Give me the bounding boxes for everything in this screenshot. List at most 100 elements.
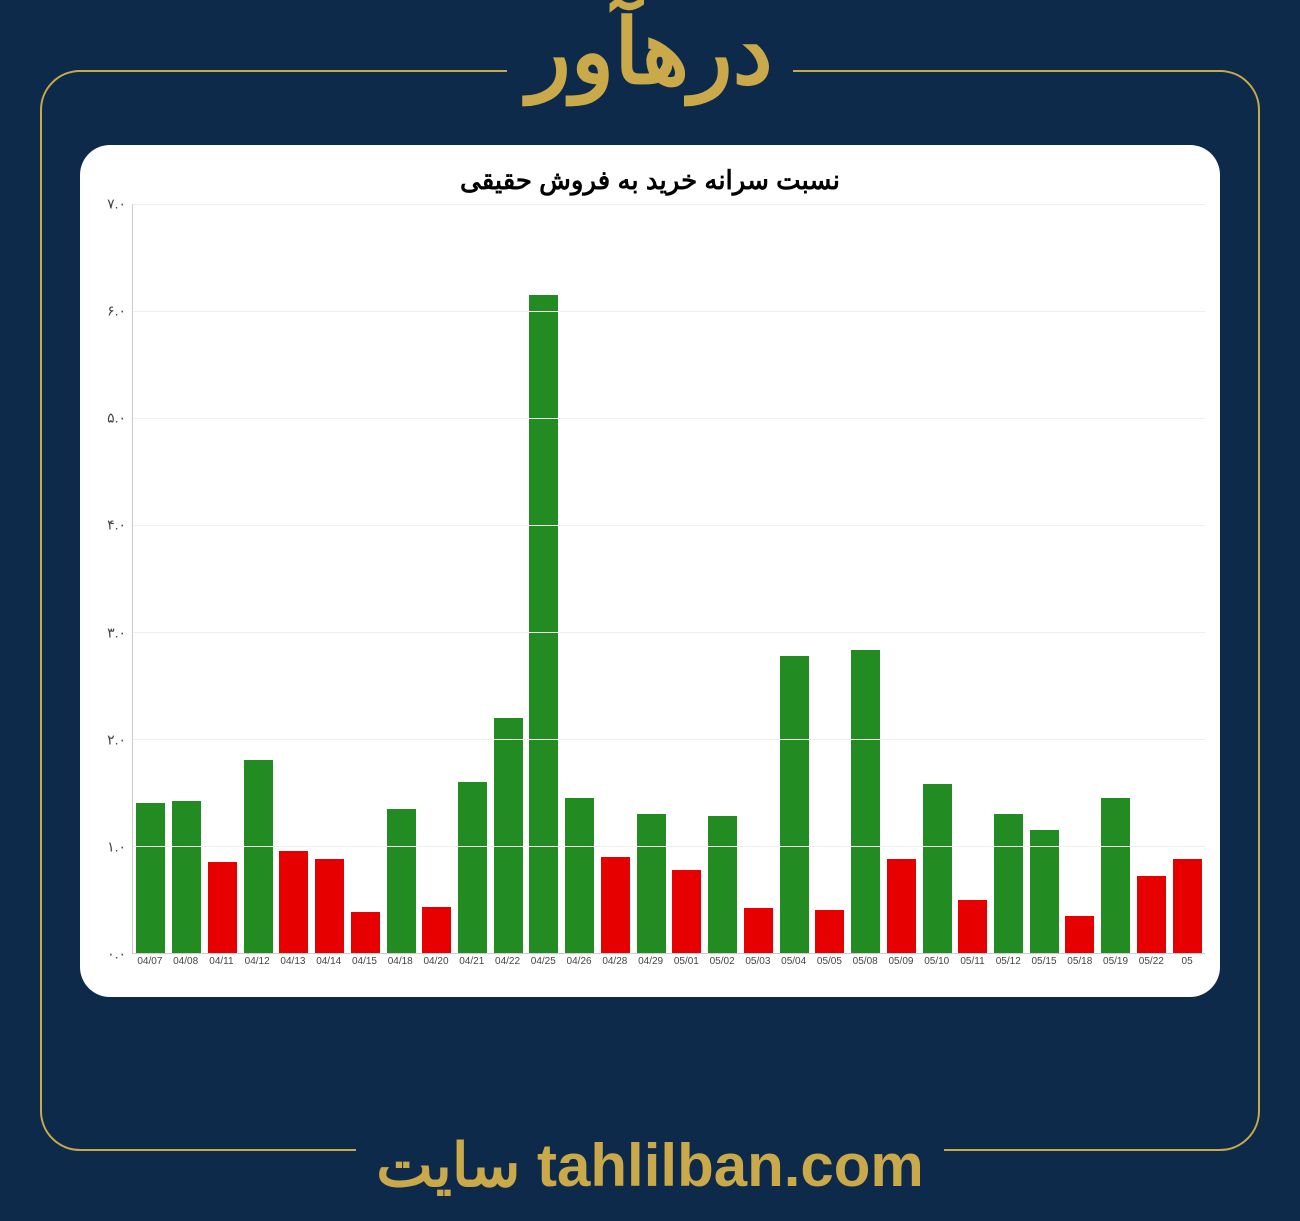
x-tick-label: 04/25: [525, 956, 561, 976]
y-tick-label: ۵.۰: [107, 410, 126, 427]
x-tick-label: 04/15: [347, 956, 383, 976]
x-tick-label: 04/12: [239, 956, 275, 976]
y-axis-labels: ۰.۰۱.۰۲.۰۳.۰۴.۰۵.۰۶.۰۷.۰: [90, 204, 130, 954]
y-tick-label: ۷.۰: [107, 196, 126, 213]
x-tick-label: 05/10: [919, 956, 955, 976]
x-tick-label: 04/29: [633, 956, 669, 976]
x-tick-label: 05/09: [883, 956, 919, 976]
bar-slot: [526, 204, 562, 953]
bars-container: [133, 204, 1205, 953]
x-tick-label: 05/04: [776, 956, 812, 976]
grid-line: [133, 418, 1205, 419]
bar: [208, 862, 237, 953]
bar: [172, 801, 201, 953]
bar-slot: [955, 204, 991, 953]
bar-slot: [490, 204, 526, 953]
bar: [458, 782, 487, 953]
x-tick-label: 04/11: [204, 956, 240, 976]
bar: [1137, 876, 1166, 953]
y-tick-label: ۳.۰: [107, 624, 126, 641]
bar: [244, 760, 273, 953]
bar: [994, 814, 1023, 953]
bar: [923, 784, 952, 953]
bar-slot: [419, 204, 455, 953]
y-tick-label: ۰.۰: [107, 946, 126, 963]
bar: [780, 656, 809, 953]
bar-slot: [312, 204, 348, 953]
x-tick-label: 05/01: [668, 956, 704, 976]
x-tick-label: 05/03: [740, 956, 776, 976]
bar: [1173, 859, 1202, 953]
bar-slot: [776, 204, 812, 953]
x-tick-label: 05: [1169, 956, 1205, 976]
bar-slot: [1134, 204, 1170, 953]
x-tick-label: 04/13: [275, 956, 311, 976]
bar-slot: [1098, 204, 1134, 953]
x-tick-label: 05/11: [955, 956, 991, 976]
footer-title: سایت tahlilban.com: [0, 1131, 1300, 1201]
bar-slot: [1026, 204, 1062, 953]
chart-title: نسبت سرانه خرید به فروش حقیقی: [90, 165, 1210, 196]
bar-slot: [598, 204, 634, 953]
x-tick-label: 04/18: [382, 956, 418, 976]
bar: [422, 907, 451, 953]
grid-line: [133, 739, 1205, 740]
bar-slot: [562, 204, 598, 953]
bar-slot: [133, 204, 169, 953]
bar: [315, 859, 344, 953]
x-tick-label: 05/08: [847, 956, 883, 976]
bar-slot: [383, 204, 419, 953]
bar: [637, 814, 666, 953]
x-tick-label: 05/02: [704, 956, 740, 976]
x-tick-label: 05/19: [1098, 956, 1134, 976]
chart-card: نسبت سرانه خرید به فروش حقیقی ۰.۰۱.۰۲.۰۳…: [80, 145, 1220, 997]
bar: [1065, 916, 1094, 953]
chart-plot-area: ۰.۰۱.۰۲.۰۳.۰۴.۰۵.۰۶.۰۷.۰ 04/0704/0804/11…: [90, 204, 1210, 984]
x-tick-label: 04/20: [418, 956, 454, 976]
bar-slot: [240, 204, 276, 953]
grid-line: [133, 846, 1205, 847]
bar: [494, 718, 523, 953]
grid-line: [133, 525, 1205, 526]
x-axis-labels: 04/0704/0804/1104/1204/1304/1404/1504/18…: [132, 956, 1205, 976]
x-tick-label: 05/05: [812, 956, 848, 976]
bar: [887, 859, 916, 953]
bar: [565, 798, 594, 953]
y-tick-label: ۱.۰: [107, 838, 126, 855]
x-tick-label: 05/18: [1062, 956, 1098, 976]
bar-slot: [812, 204, 848, 953]
bar-slot: [633, 204, 669, 953]
bar-slot: [669, 204, 705, 953]
bar-slot: [169, 204, 205, 953]
bar: [601, 857, 630, 953]
x-tick-label: 04/21: [454, 956, 490, 976]
header-title-text: درهآور: [507, 3, 792, 103]
bar-slot: [705, 204, 741, 953]
bar: [672, 870, 701, 953]
bar-slot: [276, 204, 312, 953]
plot-region: [132, 204, 1205, 954]
bar-slot: [204, 204, 240, 953]
bar-slot: [347, 204, 383, 953]
bar: [529, 295, 558, 953]
x-tick-label: 04/14: [311, 956, 347, 976]
bar: [708, 816, 737, 953]
x-tick-label: 05/15: [1026, 956, 1062, 976]
bar: [1101, 798, 1130, 953]
bar-slot: [848, 204, 884, 953]
footer-title-text: سایت tahlilban.com: [356, 1132, 944, 1199]
bar-slot: [455, 204, 491, 953]
x-tick-label: 04/26: [561, 956, 597, 976]
x-tick-label: 05/12: [990, 956, 1026, 976]
bar: [136, 803, 165, 953]
x-tick-label: 04/28: [597, 956, 633, 976]
bar: [851, 650, 880, 953]
y-tick-label: ۶.۰: [107, 303, 126, 320]
bar: [279, 851, 308, 953]
bar: [815, 910, 844, 953]
bar: [387, 809, 416, 953]
bar-slot: [991, 204, 1027, 953]
grid-line: [133, 204, 1205, 205]
bar: [351, 912, 380, 953]
x-tick-label: 04/22: [490, 956, 526, 976]
